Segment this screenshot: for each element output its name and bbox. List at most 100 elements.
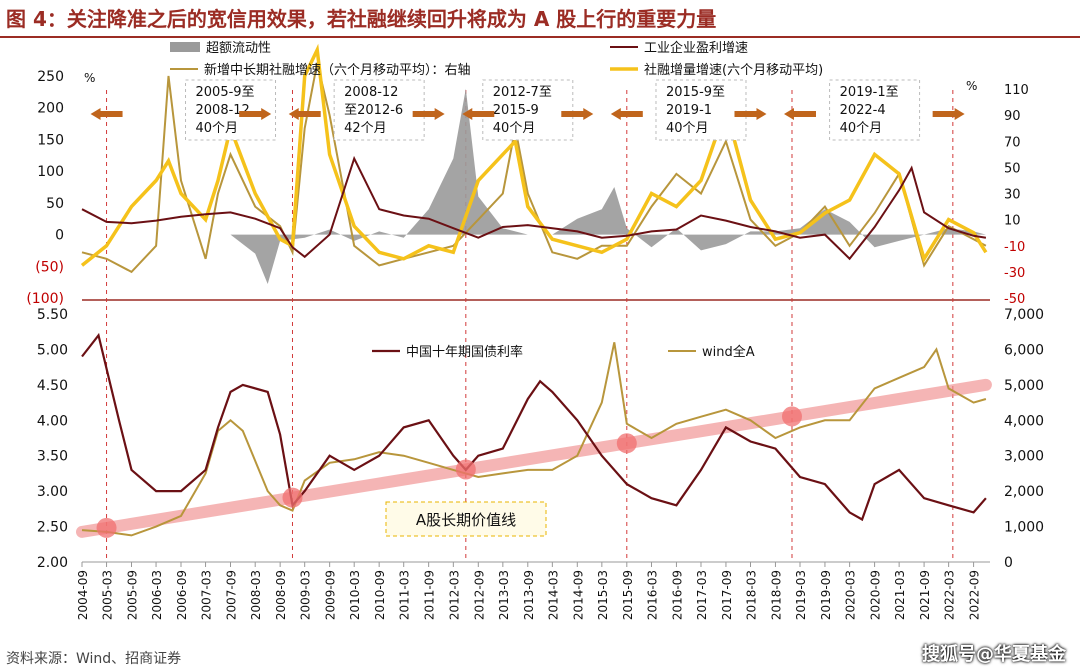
cycle-arrow <box>783 108 816 120</box>
bottom-series <box>76 332 992 538</box>
bottom-right-tick-label: 0 <box>1004 555 1013 571</box>
x-tick-label: 2017-03 <box>695 570 709 620</box>
cycle-low-marker <box>96 517 117 538</box>
bottom-left-tick-label: 3.00 <box>37 484 68 500</box>
cycle-annotation-text: 2019-1至 <box>840 85 899 100</box>
cycle-annotation-text: 2022-4 <box>840 103 886 118</box>
bottom-right-tick-label: 5,000 <box>1004 378 1044 394</box>
cycle-annotation-box <box>655 79 747 141</box>
x-tick-label: 2005-03 <box>101 570 115 620</box>
x-tick-label: 2011-03 <box>398 570 412 620</box>
top-series <box>80 43 988 284</box>
x-tick-label: 2009-03 <box>299 570 313 620</box>
bottom-left-tick-label: 5.50 <box>37 307 68 323</box>
x-tick-label: 2016-09 <box>670 570 684 620</box>
cycle-annotation-text: 2012-7至 <box>493 85 552 100</box>
top-right-tick-label: 90 <box>1004 109 1021 124</box>
cycle-dividers <box>106 90 954 562</box>
top-left-tick-label: (100) <box>26 291 64 307</box>
bottom-left-tick-label: 4.50 <box>37 378 68 394</box>
cycle-annotation-text: 2008-12 <box>196 103 250 118</box>
top-right-tick-label: -30 <box>1004 266 1025 281</box>
legend-label: 社融增量增速(六个月移动平均) <box>644 62 823 78</box>
cycle-arrow <box>561 108 594 120</box>
top-right-unit: % <box>966 79 977 93</box>
x-tick-label: 2020-09 <box>869 570 883 620</box>
cycle-annotation-text: 2019-1 <box>666 103 712 118</box>
bottom-left-tick-label: 4.00 <box>37 413 68 429</box>
cycle-arrow <box>288 108 321 120</box>
legend-swatch <box>170 42 200 52</box>
legend-label: 工业企业盈利增速 <box>644 40 748 56</box>
x-tick-label: 2006-09 <box>175 570 189 620</box>
bottom-right-tick-label: 1,000 <box>1004 520 1044 536</box>
industrial-profit-line <box>81 155 987 261</box>
x-tick-label: 2019-03 <box>794 570 808 620</box>
x-tick-label: 2007-03 <box>200 570 214 620</box>
chart-title: 图 4：关注降准之后的宽信用效果，若社融继续回升将成为 A 股上行的重要力量 <box>6 7 717 31</box>
bond-yield-line <box>81 332 987 522</box>
bottom-right-tick-label: 6,000 <box>1004 342 1044 358</box>
bottom-right-tick-label: 7,000 <box>1004 307 1044 323</box>
bottom-left-tick-label: 2.50 <box>37 520 68 536</box>
x-tick-label: 2020-03 <box>844 570 858 620</box>
top-right-tick-label: 70 <box>1004 135 1021 150</box>
legend-label: 超额流动性 <box>206 41 271 56</box>
top-left-tick-label: 200 <box>37 101 64 117</box>
source-note: 资料来源：Wind、招商证券 <box>6 651 182 667</box>
cycle-annotation-box <box>482 79 574 141</box>
medium-long-financing-line <box>81 62 987 274</box>
x-tick-label: 2014-09 <box>571 570 585 620</box>
x-tick-label: 2012-09 <box>472 570 486 620</box>
cycle-low-marker <box>616 433 637 454</box>
value-line <box>76 378 992 538</box>
x-tick-label: 2010-09 <box>373 570 387 620</box>
cycle-annotation-text: 2005-9至 <box>196 85 255 100</box>
cycle-arrow <box>412 108 445 120</box>
cycle-arrow <box>239 108 272 120</box>
cycle-annotation-text: 40个月 <box>840 121 883 136</box>
x-tick-label: 2021-03 <box>893 570 907 620</box>
top-right-tick-label: 110 <box>1004 83 1029 98</box>
x-tick-label: 2011-09 <box>423 570 437 620</box>
top-right-tick-label: 10 <box>1004 214 1021 229</box>
cycle-annotation-box <box>185 79 277 141</box>
x-tick-label: 2022-09 <box>968 570 982 620</box>
top-left-unit: % <box>84 71 95 85</box>
x-tick-label: 2006-03 <box>150 570 164 620</box>
x-tick-label: 2021-09 <box>918 570 932 620</box>
cycle-arrow <box>734 108 767 120</box>
cycle-annotation-text: 42个月 <box>344 121 387 136</box>
x-tick-label: 2007-09 <box>225 570 239 620</box>
cycle-annotation-text: 2015-9 <box>493 103 539 118</box>
bottom-left-tick-label: 5.00 <box>37 342 68 358</box>
x-tick-label: 2018-03 <box>744 570 758 620</box>
cycle-low-marker <box>781 406 802 427</box>
legend-label: 新增中长期社融增速（六个月移动平均）：右轴 <box>204 62 471 78</box>
cycle-arrow <box>90 108 123 120</box>
x-tick-label: 2008-09 <box>274 570 288 620</box>
top-right-tick-label: 30 <box>1004 188 1021 203</box>
x-tick-label: 2009-09 <box>324 570 338 620</box>
top-right-tick-label: -10 <box>1004 240 1025 255</box>
top-left-tick-label: 0 <box>55 228 64 244</box>
top-left-tick-label: (50) <box>35 259 64 275</box>
value-line-label: A股长期价值线 <box>416 511 516 529</box>
cycle-annotations: A股长期价值线 2005-9至 2008-12 40个月 2008-12 至2012-6 4… <box>90 79 965 537</box>
top-left-tick-label: 250 <box>37 69 64 85</box>
cycle-arrow <box>462 108 495 120</box>
x-tick-label: 2010-03 <box>348 570 362 620</box>
cycle-arrow <box>610 108 643 120</box>
top-right-tick-label: 50 <box>1004 161 1021 176</box>
x-tick-label: 2015-03 <box>596 570 610 620</box>
x-tick-label: 2013-09 <box>522 570 536 620</box>
wind-a-line <box>81 342 987 537</box>
top-left-tick-label: 50 <box>46 196 64 212</box>
bottom-right-tick-label: 2,000 <box>1004 484 1044 500</box>
value-line-label-box <box>385 501 547 537</box>
cycle-annotation-box <box>333 79 425 141</box>
cycle-annotation-text: 至2012-6 <box>344 103 403 118</box>
cycle-annotation-text: 40个月 <box>666 121 709 136</box>
legend-label: wind全A <box>702 344 755 360</box>
